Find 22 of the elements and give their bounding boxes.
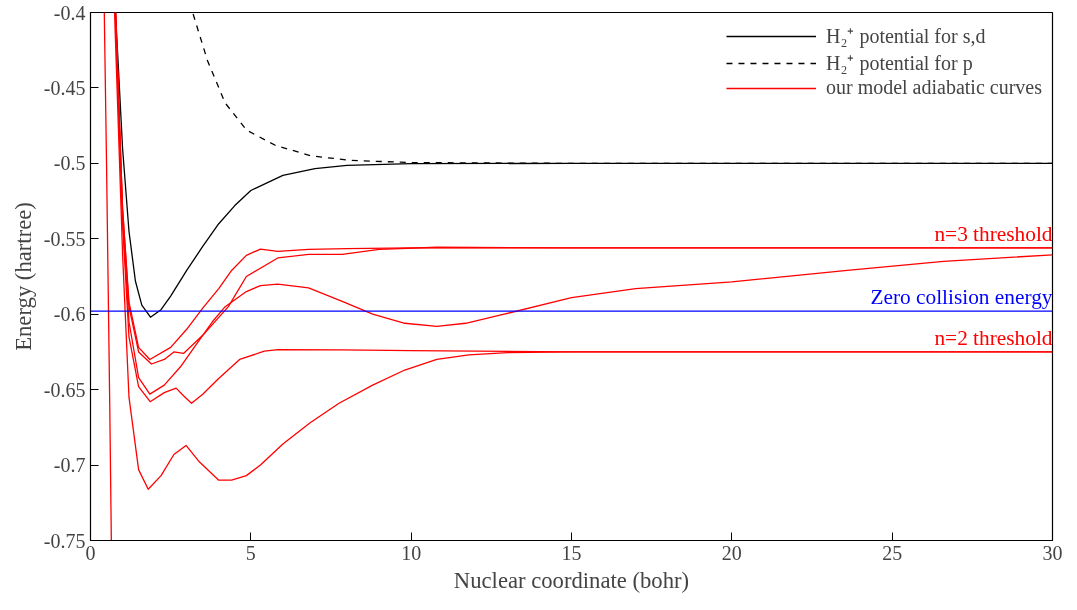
legend-label: our model adiabatic curves: [825, 76, 1042, 99]
x-tick-label: 0: [85, 541, 96, 564]
x-axis-title: Nuclear coordinate (bohr): [453, 567, 690, 593]
x-tick-label: 15: [561, 541, 582, 564]
y-tick-label: -0.4: [53, 1, 86, 24]
y-tick-label: -0.55: [43, 227, 86, 250]
y-tick-label: -0.6: [53, 303, 86, 326]
x-tick-label: 10: [401, 541, 422, 564]
legend-label: H₂⁺ potential for p: [825, 51, 973, 76]
x-tick-label: 5: [245, 541, 256, 564]
y-axis-title: Energy (hartree): [10, 202, 36, 351]
y-tick-label: -0.7: [53, 454, 86, 477]
y-tick-label: -0.5: [53, 152, 86, 175]
x-tick-label: 25: [882, 541, 903, 564]
y-tick-label: -0.65: [43, 378, 86, 401]
legend-label: H₂⁺ potential for s,d: [825, 24, 986, 49]
annotation: n=2 threshold: [934, 325, 1053, 350]
x-tick-label: 20: [721, 541, 742, 564]
y-tick-label: -0.45: [43, 76, 86, 99]
y-tick-label: -0.75: [43, 529, 86, 552]
x-tick-label: 30: [1042, 541, 1063, 564]
annotation: n=3 threshold: [934, 221, 1053, 246]
